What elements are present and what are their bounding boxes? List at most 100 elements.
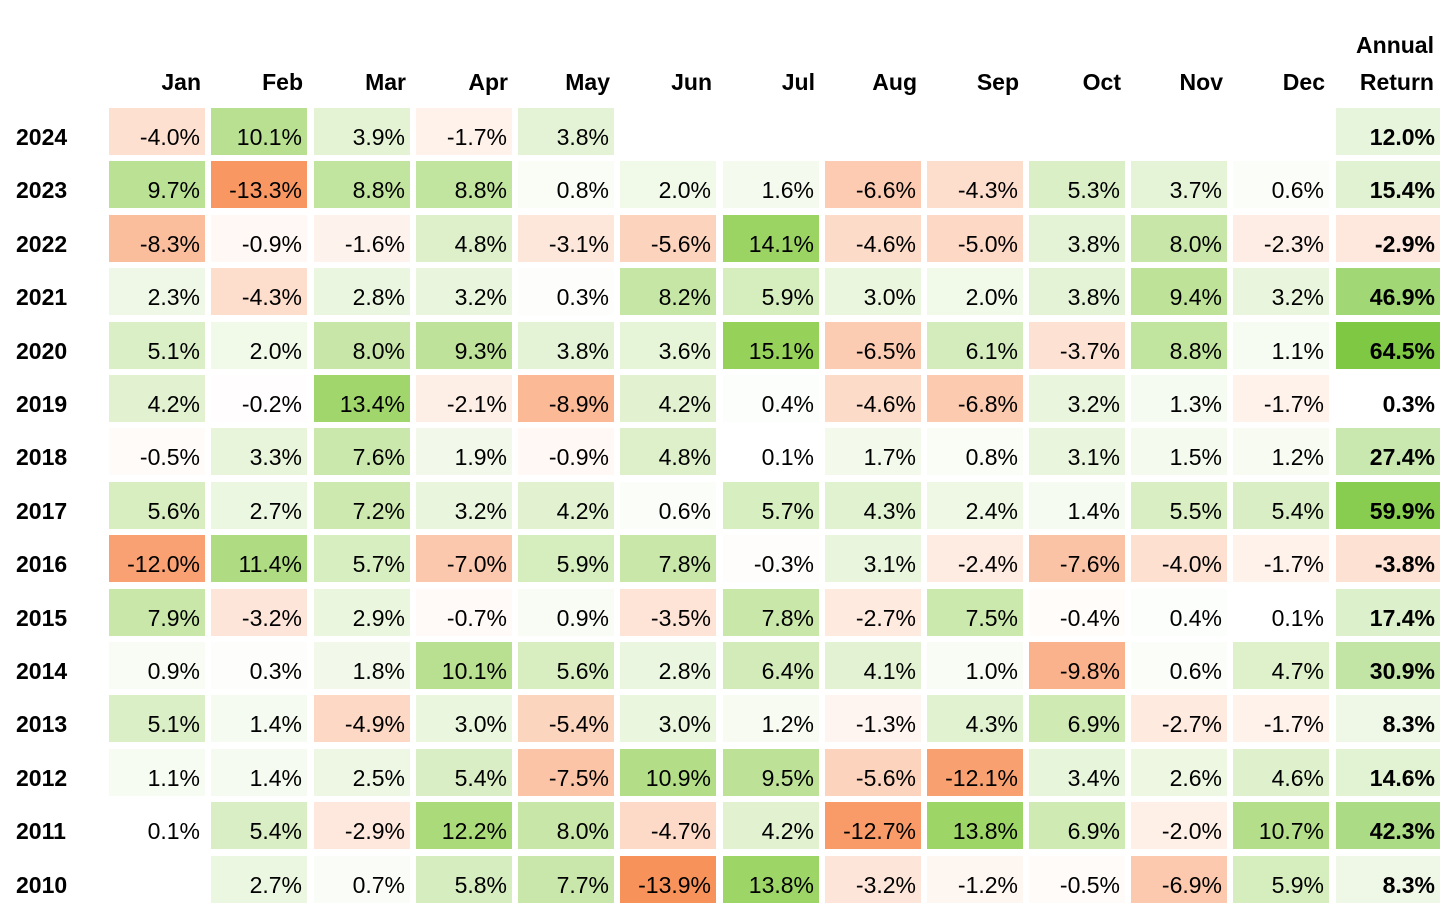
col-header-nov: Nov (1179, 69, 1223, 95)
cell-2010-nov: -6.9% (1131, 856, 1227, 903)
cell-2022-apr: 4.8% (416, 215, 512, 262)
cell-2022-jan: -8.3% (109, 215, 205, 262)
cell-2017-annual: 59.9% (1336, 482, 1440, 529)
cell-2024-annual: 12.0% (1336, 108, 1440, 155)
cell-2023-jan: 9.7% (109, 161, 205, 208)
row-label-2016: 2016 (16, 551, 68, 577)
cell-2024-feb: 10.1% (211, 108, 307, 155)
cell-2011-may: 8.0% (518, 802, 614, 849)
cell-2015-annual: 17.4% (1336, 589, 1440, 636)
cell-2013-jul: 1.2% (723, 695, 819, 742)
cell-2013-annual: 8.3% (1336, 695, 1440, 742)
cell-2022-dec: -2.3% (1233, 215, 1329, 262)
cell-2015-nov: 0.4% (1131, 589, 1227, 636)
cell-2019-sep: -6.8% (927, 375, 1023, 422)
cell-2024-may: 3.8% (518, 108, 614, 155)
col-header-dec: Dec (1282, 69, 1325, 95)
cell-2017-aug: 4.3% (825, 482, 921, 529)
cell-2015-jun: -3.5% (620, 589, 716, 636)
cell-2019-annual: 0.3% (1336, 375, 1440, 422)
cell-2023-nov: 3.7% (1131, 161, 1227, 208)
col-header-jun: Jun (671, 69, 712, 95)
cell-2019-apr: -2.1% (416, 375, 512, 422)
cell-2012-feb: 1.4% (211, 749, 307, 796)
cell-2021-oct: 3.8% (1029, 268, 1125, 315)
cell-2020-oct: -3.7% (1029, 322, 1125, 369)
cell-2022-aug: -4.6% (825, 215, 921, 262)
cell-2018-oct: 3.1% (1029, 428, 1125, 475)
row-label-2021: 2021 (16, 284, 68, 310)
cell-2021-sep: 2.0% (927, 268, 1023, 315)
col-header-may: May (565, 69, 610, 95)
col-header-apr: Apr (468, 69, 508, 95)
cell-2017-mar: 7.2% (314, 482, 410, 529)
cell-2014-jul: 6.4% (723, 642, 819, 689)
cell-2016-jan: -12.0% (109, 535, 205, 582)
cell-2021-may: 0.3% (518, 268, 614, 315)
cell-2014-mar: 1.8% (314, 642, 410, 689)
cell-2010-may: 7.7% (518, 856, 614, 903)
row-label-2017: 2017 (16, 498, 68, 524)
cell-2017-apr: 3.2% (416, 482, 512, 529)
cell-2012-apr: 5.4% (416, 749, 512, 796)
cell-2024-jan: -4.0% (109, 108, 205, 155)
cell-2023-mar: 8.8% (314, 161, 410, 208)
cell-2016-mar: 5.7% (314, 535, 410, 582)
cell-2014-may: 5.6% (518, 642, 614, 689)
cell-2020-mar: 8.0% (314, 322, 410, 369)
cell-2018-dec: 1.2% (1233, 428, 1329, 475)
cell-2016-aug: 3.1% (825, 535, 921, 582)
cell-2013-jun: 3.0% (620, 695, 716, 742)
cell-2022-feb: -0.9% (211, 215, 307, 262)
cell-2012-sep: -12.1% (927, 749, 1023, 796)
cell-2012-may: -7.5% (518, 749, 614, 796)
cell-2018-annual: 27.4% (1336, 428, 1440, 475)
col-header-aug: Aug (872, 69, 917, 95)
cell-2014-nov: 0.6% (1131, 642, 1227, 689)
cell-2018-jul: 0.1% (723, 428, 819, 475)
cell-2022-jul: 14.1% (723, 215, 819, 262)
cell-2010-mar: 0.7% (314, 856, 410, 903)
row-label-2013: 2013 (16, 711, 68, 737)
cell-2021-annual: 46.9% (1336, 268, 1440, 315)
cell-2017-dec: 5.4% (1233, 482, 1329, 529)
cell-2019-aug: -4.6% (825, 375, 921, 422)
cell-2018-may: -0.9% (518, 428, 614, 475)
cell-2010-apr: 5.8% (416, 856, 512, 903)
cell-2012-oct: 3.4% (1029, 749, 1125, 796)
cell-2019-dec: -1.7% (1233, 375, 1329, 422)
row-label-2018: 2018 (16, 444, 68, 470)
row-label-2020: 2020 (16, 338, 68, 364)
cell-2020-jun: 3.6% (620, 322, 716, 369)
cell-2014-jun: 2.8% (620, 642, 716, 689)
cell-2017-jul: 5.7% (723, 482, 819, 529)
cell-2023-apr: 8.8% (416, 161, 512, 208)
cell-2012-mar: 2.5% (314, 749, 410, 796)
cell-2015-aug: -2.7% (825, 589, 921, 636)
row-label-2022: 2022 (16, 231, 68, 257)
cell-2013-sep: 4.3% (927, 695, 1023, 742)
cell-2010-jun: -13.9% (620, 856, 716, 903)
col-header-feb: Feb (262, 69, 303, 95)
cell-2011-jan: 0.1% (109, 802, 205, 849)
col-header-jul: Jul (781, 69, 815, 95)
cell-2023-dec: 0.6% (1233, 161, 1329, 208)
cell-2020-jul: 15.1% (723, 322, 819, 369)
cell-2013-may: -5.4% (518, 695, 614, 742)
cell-2020-nov: 8.8% (1131, 322, 1227, 369)
cell-2011-oct: 6.9% (1029, 802, 1125, 849)
cell-2021-aug: 3.0% (825, 268, 921, 315)
cell-2010-annual: 8.3% (1336, 856, 1440, 903)
cell-2019-jun: 4.2% (620, 375, 716, 422)
cell-2018-feb: 3.3% (211, 428, 307, 475)
cell-2022-oct: 3.8% (1029, 215, 1125, 262)
cell-2020-apr: 9.3% (416, 322, 512, 369)
cell-2011-mar: -2.9% (314, 802, 410, 849)
cell-2023-jul: 1.6% (723, 161, 819, 208)
cell-2016-annual: -3.8% (1336, 535, 1440, 582)
cell-2021-dec: 3.2% (1233, 268, 1329, 315)
cell-2019-oct: 3.2% (1029, 375, 1125, 422)
cell-2022-mar: -1.6% (314, 215, 410, 262)
cell-2013-feb: 1.4% (211, 695, 307, 742)
